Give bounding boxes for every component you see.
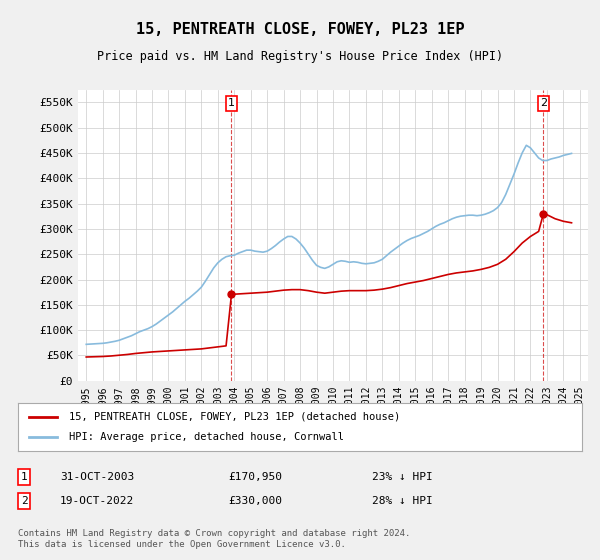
Text: £330,000: £330,000 <box>228 496 282 506</box>
Text: 2: 2 <box>540 99 547 108</box>
Text: 19-OCT-2022: 19-OCT-2022 <box>60 496 134 506</box>
Text: HPI: Average price, detached house, Cornwall: HPI: Average price, detached house, Corn… <box>69 432 344 442</box>
Text: 28% ↓ HPI: 28% ↓ HPI <box>372 496 433 506</box>
Text: Price paid vs. HM Land Registry's House Price Index (HPI): Price paid vs. HM Land Registry's House … <box>97 50 503 63</box>
Text: £170,950: £170,950 <box>228 472 282 482</box>
Text: 1: 1 <box>228 99 235 108</box>
Text: 23% ↓ HPI: 23% ↓ HPI <box>372 472 433 482</box>
Text: 2: 2 <box>20 496 28 506</box>
Text: Contains HM Land Registry data © Crown copyright and database right 2024.
This d: Contains HM Land Registry data © Crown c… <box>18 529 410 549</box>
Text: 31-OCT-2003: 31-OCT-2003 <box>60 472 134 482</box>
Text: 15, PENTREATH CLOSE, FOWEY, PL23 1EP: 15, PENTREATH CLOSE, FOWEY, PL23 1EP <box>136 22 464 38</box>
Text: 15, PENTREATH CLOSE, FOWEY, PL23 1EP (detached house): 15, PENTREATH CLOSE, FOWEY, PL23 1EP (de… <box>69 412 400 422</box>
Text: 1: 1 <box>20 472 28 482</box>
